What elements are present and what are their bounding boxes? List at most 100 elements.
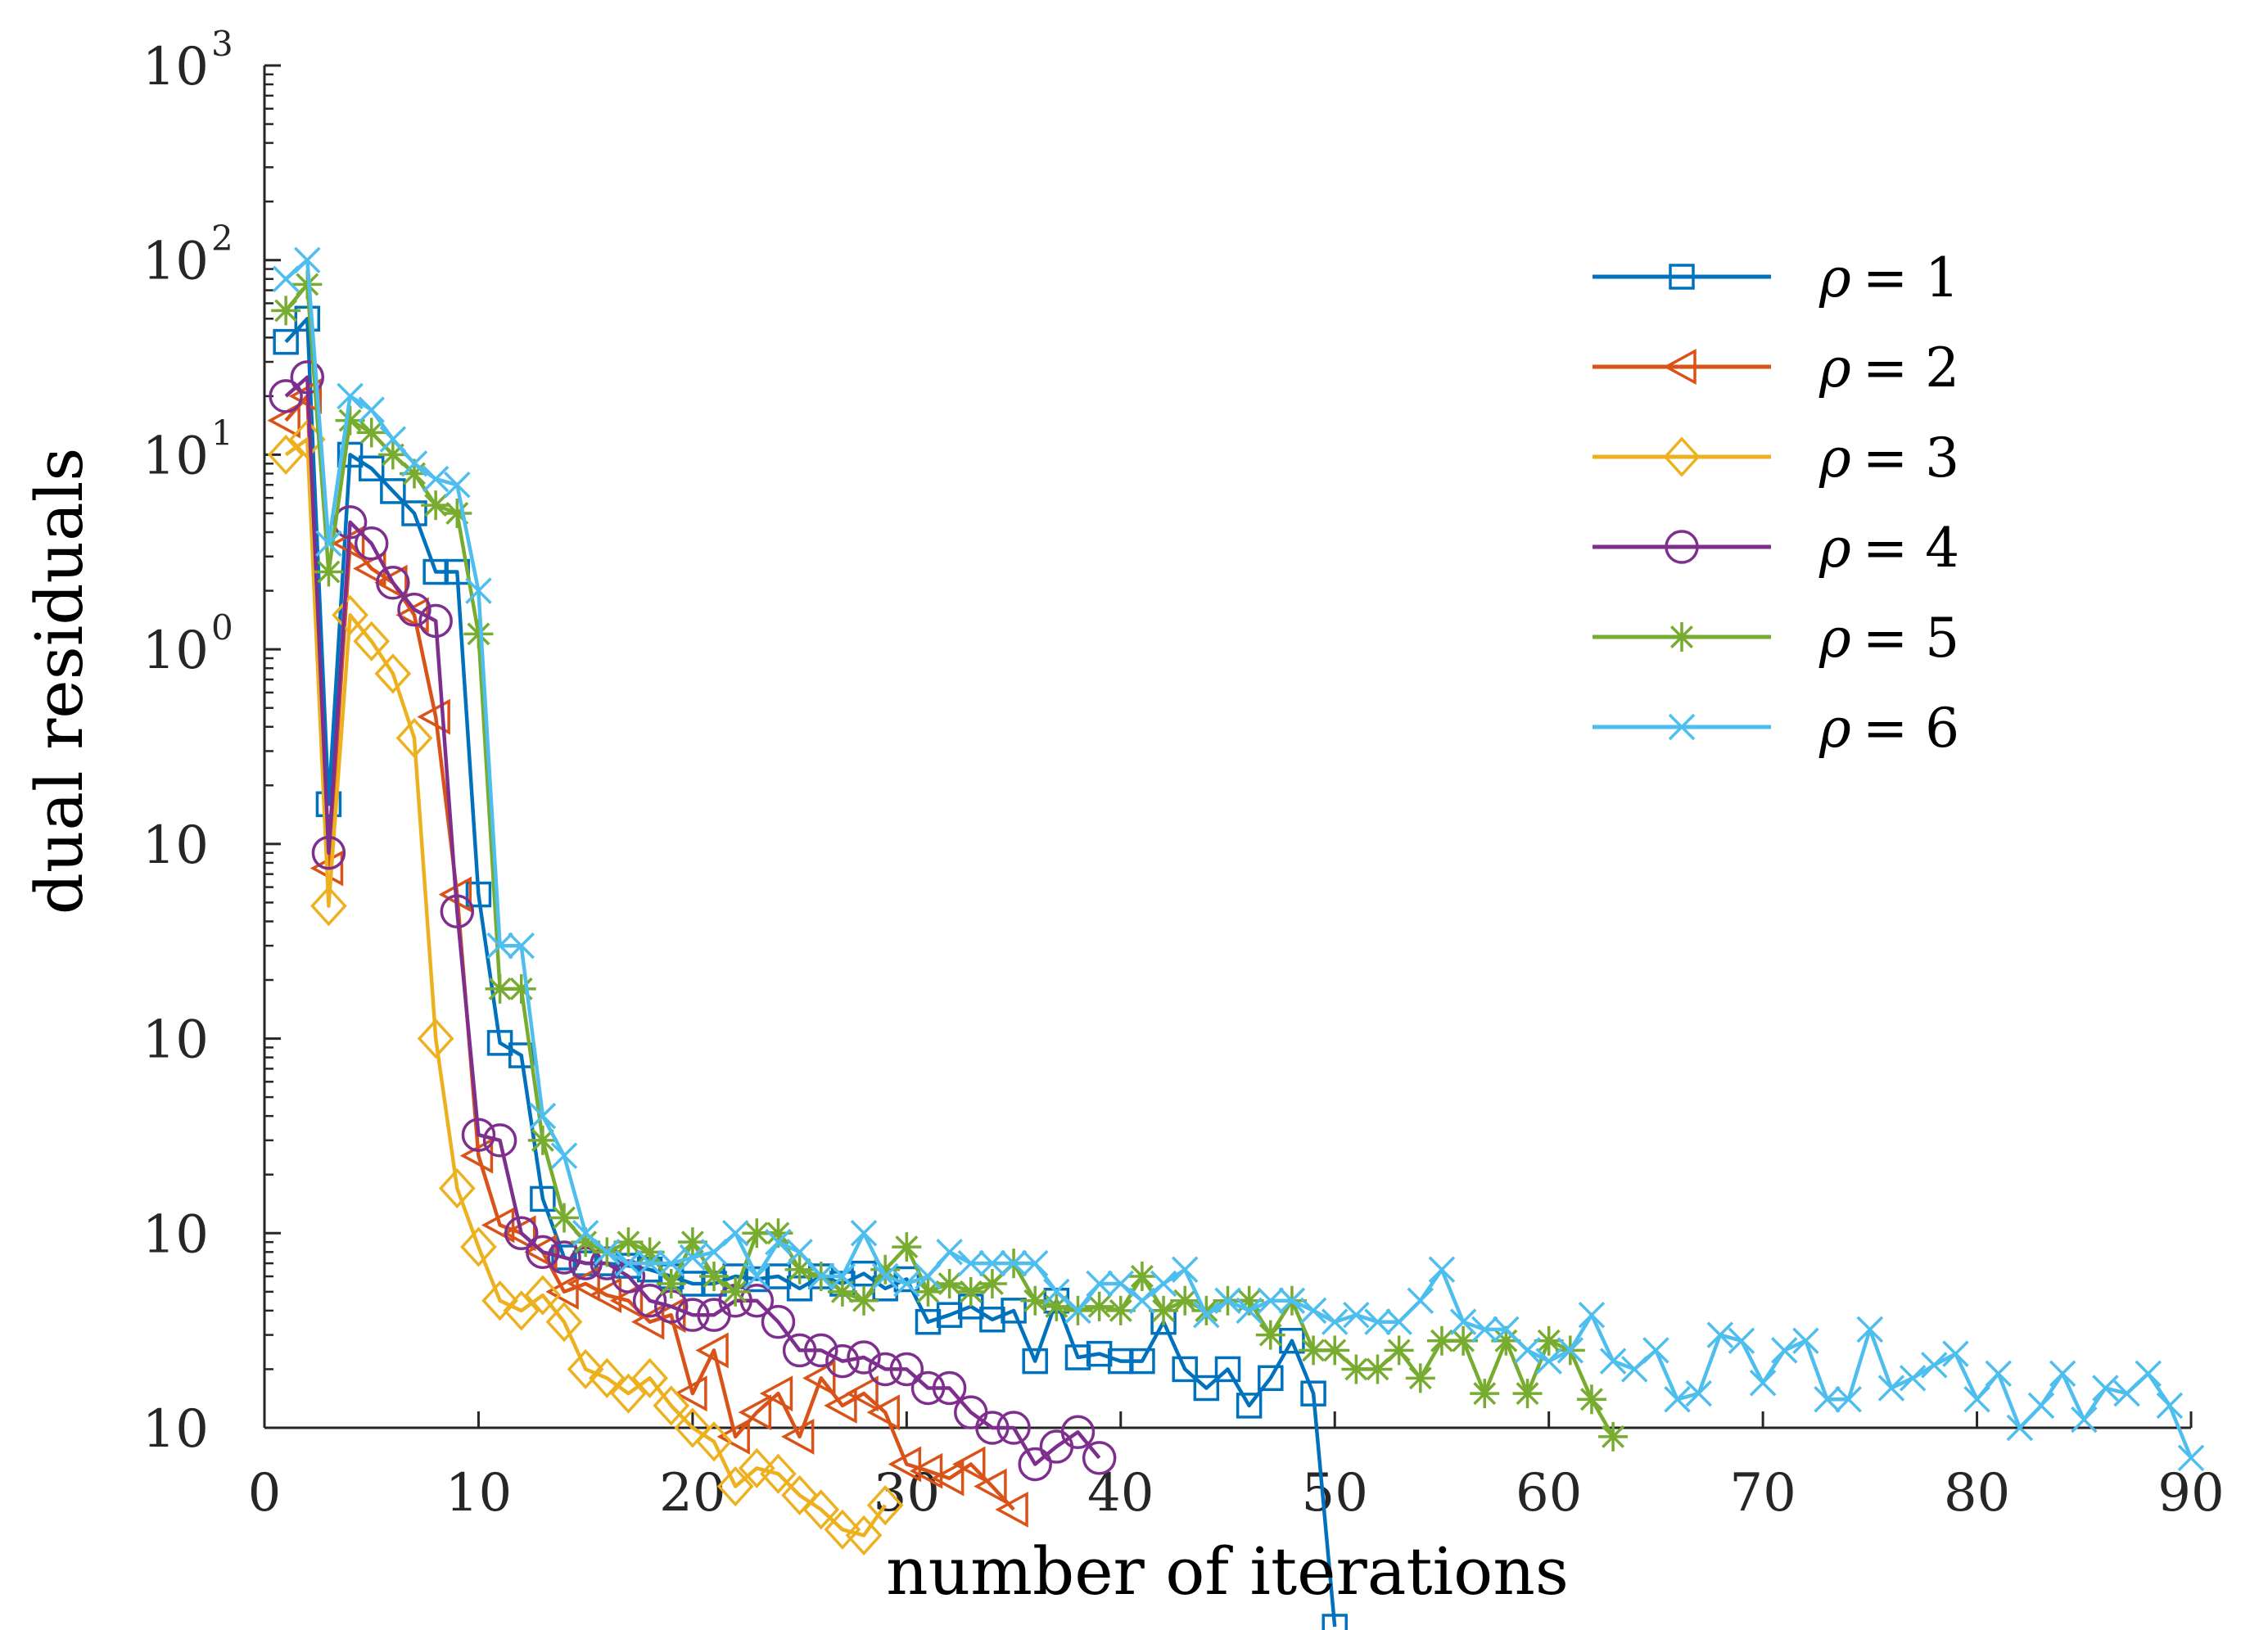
data-point <box>1127 1262 1157 1292</box>
data-point <box>545 1273 579 1310</box>
data-point <box>930 1460 965 1497</box>
data-point <box>481 1207 515 1244</box>
data-point <box>459 1137 494 1174</box>
data-point <box>1150 1270 1177 1298</box>
data-point <box>1814 1386 1841 1413</box>
data-point <box>656 1269 686 1299</box>
data-point <box>551 1244 577 1271</box>
data-point <box>1086 1270 1113 1298</box>
data-point <box>613 1227 644 1257</box>
data-point <box>1321 1614 1348 1630</box>
data-point <box>631 1357 668 1398</box>
data-point <box>695 1421 733 1462</box>
data-point <box>358 396 385 423</box>
data-point <box>889 1352 924 1387</box>
data-point <box>444 472 471 499</box>
data-point <box>1172 1356 1198 1383</box>
data-point <box>1257 1287 1285 1314</box>
data-point <box>272 265 300 292</box>
data-point <box>956 1276 986 1307</box>
x-tick-label: 20 <box>659 1463 725 1524</box>
y-tick-label: 10 <box>142 621 209 681</box>
x-tick-label: 70 <box>1729 1463 1796 1524</box>
legend-symbol: ρ <box>1818 607 1851 670</box>
data-point <box>761 1304 796 1339</box>
data-point <box>267 434 305 476</box>
data-point <box>2177 1444 2205 1472</box>
data-point <box>1129 1348 1155 1375</box>
data-point <box>610 1373 647 1414</box>
data-point <box>354 526 389 561</box>
data-point <box>760 1453 797 1494</box>
data-point <box>677 1227 707 1257</box>
data-point <box>1899 1365 1927 1392</box>
legend: ρ = 1ρ = 2ρ = 3ρ = 4ρ = 5ρ = 6 <box>1593 246 1959 760</box>
data-point <box>1170 1285 1200 1316</box>
data-point <box>417 698 450 735</box>
data-point <box>915 1308 942 1335</box>
data-point <box>417 1018 454 1059</box>
data-point <box>1086 1340 1113 1367</box>
data-point <box>1171 1256 1199 1283</box>
data-point <box>337 441 364 468</box>
legend-marker <box>1663 436 1701 477</box>
data-point <box>1021 1249 1049 1277</box>
legend-entry: ρ = 6 <box>1593 697 1959 760</box>
data-point <box>743 1262 770 1290</box>
data-point <box>615 1249 642 1277</box>
data-point <box>786 1239 813 1266</box>
legend-symbol: ρ <box>1818 697 1851 760</box>
data-point <box>679 1244 707 1271</box>
data-point <box>567 1348 604 1390</box>
legend-marker <box>1667 622 1696 652</box>
y-tick-label: 10 <box>142 426 209 486</box>
y-tick-label: 10 <box>142 1399 209 1460</box>
legend-label: ρ = 1 <box>1818 246 1959 309</box>
data-point <box>674 1407 712 1448</box>
data-point <box>1193 1375 1220 1402</box>
data-point <box>524 1234 558 1271</box>
data-point <box>824 1387 857 1424</box>
data-point <box>611 1259 646 1294</box>
data-point <box>743 1266 770 1293</box>
data-point <box>909 1452 943 1489</box>
data-point <box>524 1275 562 1316</box>
data-point <box>1384 1335 1414 1366</box>
series-group <box>267 246 2205 1630</box>
data-point <box>1835 1386 1862 1413</box>
data-point <box>913 1276 943 1307</box>
data-point <box>1064 1344 1091 1370</box>
data-point <box>1877 1375 1905 1402</box>
data-point <box>2006 1414 2034 1442</box>
data-point <box>979 1307 1005 1333</box>
data-point <box>1084 1291 1114 1321</box>
data-point <box>871 1262 899 1290</box>
data-point <box>567 1266 600 1302</box>
data-point <box>358 455 385 481</box>
data-point <box>438 1167 476 1209</box>
data-point <box>442 498 472 528</box>
data-point <box>530 1185 556 1212</box>
data-point <box>271 296 301 326</box>
data-point <box>1278 1287 1306 1314</box>
data-point <box>529 1102 557 1130</box>
data-point <box>845 1375 879 1412</box>
data-point <box>1963 1386 1990 1413</box>
data-point <box>269 379 303 413</box>
data-point <box>374 653 412 694</box>
data-point <box>486 932 513 959</box>
data-point <box>1299 1335 1329 1366</box>
data-point <box>1470 1379 1500 1409</box>
data-point <box>1064 1297 1091 1325</box>
data-point <box>1685 1379 1712 1407</box>
data-point <box>716 1418 750 1455</box>
data-point <box>550 1142 578 1169</box>
data-point <box>1642 1337 1669 1364</box>
data-point <box>1706 1321 1734 1348</box>
data-point <box>465 881 492 908</box>
legend-marker <box>1665 530 1699 564</box>
data-point <box>978 1249 1006 1277</box>
data-point <box>739 1283 775 1318</box>
data-point <box>380 478 406 504</box>
legend-value: = 4 <box>1863 517 1959 580</box>
